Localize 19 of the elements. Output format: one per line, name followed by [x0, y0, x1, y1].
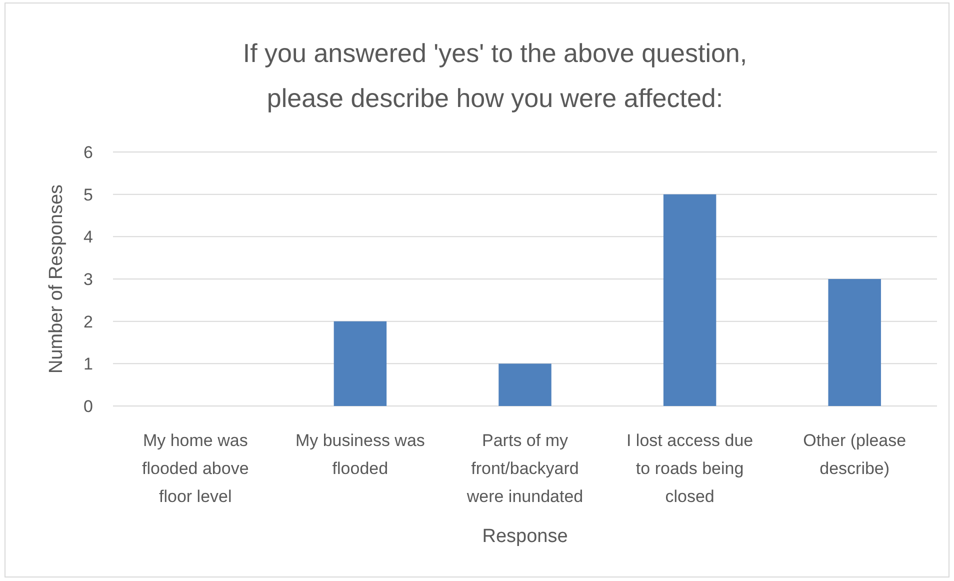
y-tick-label: 2: [84, 312, 93, 332]
x-tick-label: I lost access due to roads being closed: [626, 431, 754, 506]
y-axis-title: Number of Responses: [46, 184, 67, 374]
bar: [498, 364, 552, 406]
y-tick-label: 1: [84, 354, 93, 374]
x-tick-label: My home was flooded above floor level: [142, 431, 249, 506]
y-tick-label: 0: [84, 396, 93, 416]
x-tick-label: Parts of my front/backyard were inundated: [466, 431, 584, 506]
bar: [828, 279, 881, 406]
y-tick-label: 5: [84, 185, 93, 204]
chart-title: If you answered 'yes' to the above question, please describe how you were affected:: [242, 38, 748, 113]
x-tick-label: Other (please describe): [803, 431, 906, 478]
bar: [663, 194, 716, 406]
y-tick-label: 6: [84, 142, 93, 162]
x-tick-label: My business was flooded: [295, 431, 425, 478]
bar: [334, 321, 387, 406]
y-tick-label: 3: [84, 270, 93, 289]
y-tick-label: 4: [84, 228, 93, 247]
x-axis-title: Response: [482, 526, 568, 547]
